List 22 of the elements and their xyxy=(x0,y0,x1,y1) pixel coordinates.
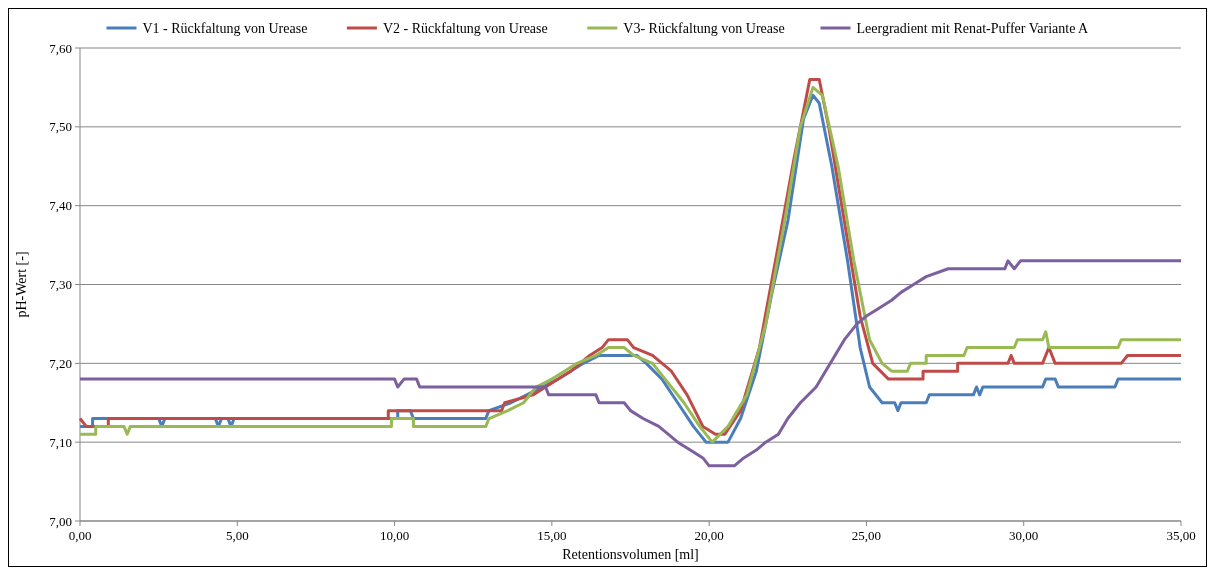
x-tick-label: 5,00 xyxy=(225,528,249,543)
x-tick-label: 30,00 xyxy=(1009,528,1039,543)
x-axis-title: Retentionsvolumen [ml] xyxy=(562,547,699,562)
x-tick-label: 15,00 xyxy=(537,528,567,543)
y-tick-label: 7,40 xyxy=(49,198,72,214)
x-tick-label: 0,00 xyxy=(68,528,92,543)
x-tick-label: 20,00 xyxy=(694,528,724,543)
legend-label: V2 - Rückfaltung von Urease xyxy=(382,20,548,36)
y-tick-label: 7,10 xyxy=(49,434,72,450)
y-axis-title: pH-Wert [-] xyxy=(14,251,29,318)
legend-label: V1 - Rückfaltung von Urease xyxy=(142,20,308,36)
x-tick-label: 10,00 xyxy=(379,528,410,543)
y-tick-label: 7,60 xyxy=(49,40,72,56)
y-tick-label: 7,30 xyxy=(49,277,72,293)
x-tick-label: 35,00 xyxy=(1166,528,1196,543)
legend-label: V3- Rückfaltung von Urease xyxy=(623,20,785,36)
line-series xyxy=(78,259,1183,468)
x-tick-label: 25,00 xyxy=(851,528,882,543)
y-tick-label: 7,20 xyxy=(49,355,72,371)
y-tick-label: 7,00 xyxy=(49,513,72,529)
y-tick-label: 7,50 xyxy=(49,119,72,135)
legend-label: Leergradient mit Renat-Puffer Variante A xyxy=(856,20,1090,36)
